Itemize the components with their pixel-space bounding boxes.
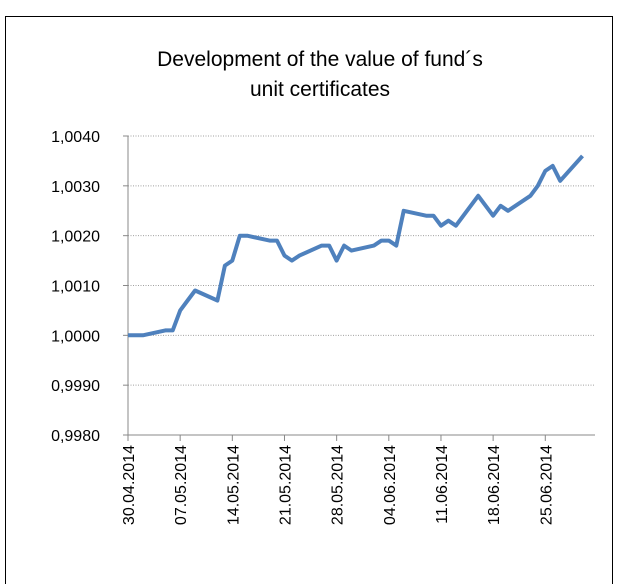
y-tick-label: 1,0000: [51, 328, 100, 345]
x-tick-label: 04.06.2014: [382, 445, 399, 525]
x-tick-label: 07.05.2014: [173, 445, 190, 525]
y-tick-label: 0,9980: [51, 428, 100, 445]
y-tick-label: 1,0040: [51, 129, 100, 146]
y-tick-label: 1,0030: [51, 179, 100, 196]
x-tick-label: 11.06.2014: [434, 445, 451, 524]
line: [128, 154, 584, 338]
chart-title: unit certificates: [250, 78, 390, 101]
x-tick-label: 18.06.2014: [486, 445, 503, 525]
y-tick-label: 0,9990: [51, 378, 100, 395]
chart-frame: [5, 16, 613, 584]
x-tick-label: 28.05.2014: [330, 445, 347, 525]
y-tick-label: 1,0020: [51, 229, 100, 246]
y-tick-label: 1,0010: [51, 279, 100, 296]
x-tick-label: 30.04.2014: [121, 445, 138, 525]
x-tick-label: 25.06.2014: [538, 445, 555, 525]
x-tick-label: 21.05.2014: [277, 445, 294, 525]
x-tick-label: 14.05.2014: [225, 445, 242, 525]
chart-title: Development of the value of fund´s: [157, 48, 483, 71]
